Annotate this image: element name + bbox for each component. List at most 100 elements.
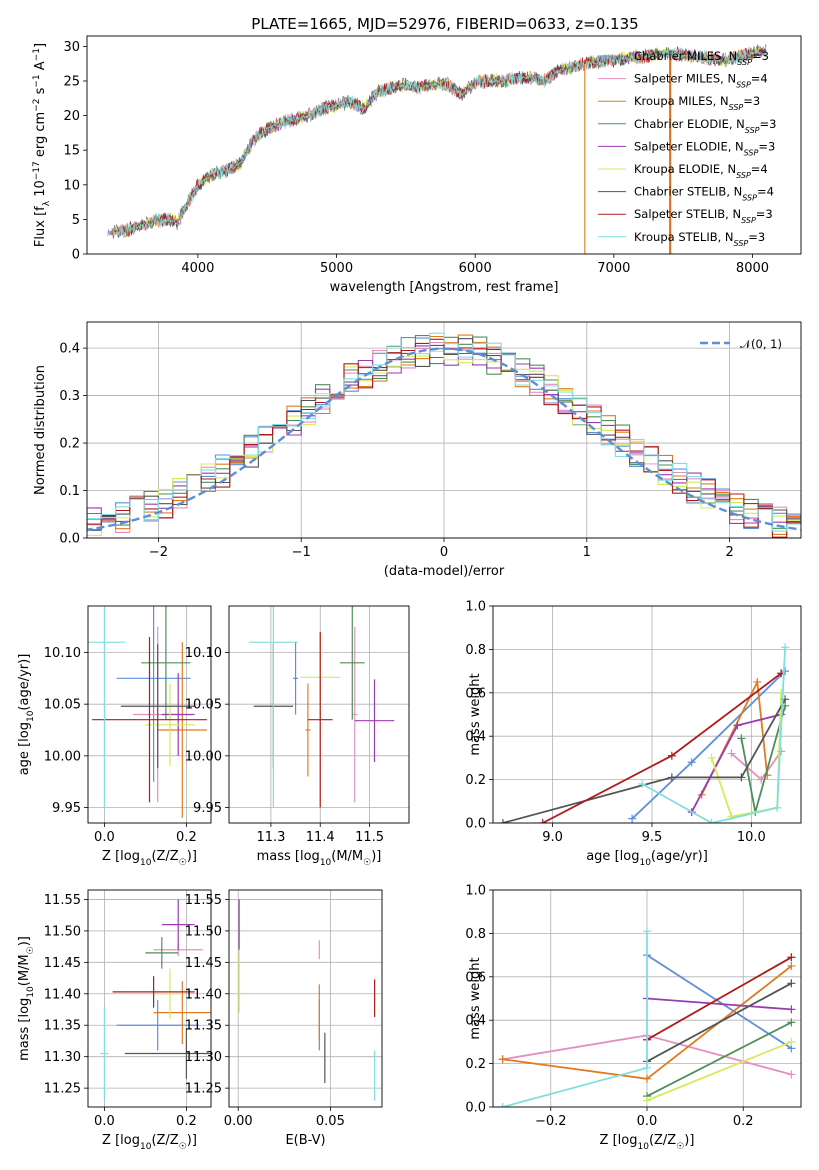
errorbar-point-kroupa-stelib (100, 1006, 109, 1101)
label-part: A (33, 61, 48, 74)
label-part: log (17, 998, 32, 1018)
weight-marker (787, 953, 796, 962)
y-axis-label: mass [log10(M/M☉)] (17, 936, 36, 1061)
legend-base: Kroupa STELIB, N (634, 230, 734, 244)
x-tick-label: 10.0 (737, 830, 766, 845)
errorbar-point-chabrier-stelib (120, 644, 195, 769)
weight-line (631, 670, 786, 820)
weight-series-kroupa-elodie (643, 1037, 796, 1105)
weight-marker (733, 721, 742, 730)
y-tick-label: 11.35 (185, 1019, 222, 1034)
spectrum-line-kroupa-stelib (116, 47, 761, 238)
axes-frame (87, 889, 212, 1108)
panel-residuals: −2 −1 0 1 2 0.0 0.1 0.2 0.3 0.4 (data-model)/error… (33, 321, 802, 579)
x-axis-label: E(B-V) (285, 1133, 325, 1148)
weight-series-salpeter-stelib (538, 669, 786, 823)
weight-marker (643, 1063, 651, 1072)
weight-series-kroupa-miles (498, 961, 796, 1083)
x-axis-label: Z [log10(Z/Z☉)] (102, 1133, 197, 1152)
label-part: (Z/Z (151, 849, 178, 864)
legend-count: =4 (757, 185, 774, 199)
legend-sub: SSP (741, 216, 756, 225)
label-part: log (300, 849, 320, 864)
label-part: 10 (26, 710, 36, 722)
label-part: (Z/Z (151, 1133, 178, 1148)
errorbar-point-chabrier-elodie (339, 606, 365, 720)
panel-age_vs_mass: 11.3 11.4 11.5 9.95 10.00 10.05 10.10 mass [log… (185, 605, 410, 868)
weight-marker (667, 751, 676, 760)
weight-marker (538, 819, 547, 823)
x-tick-label: 9.0 (542, 830, 563, 845)
label-part: ☉ (363, 858, 371, 868)
weight-marker (787, 1037, 796, 1046)
x-tick-label: 0.2 (176, 1114, 197, 1129)
x-tick-label: 11.4 (306, 830, 335, 845)
spectrum-line-salpeter-stelib (115, 46, 764, 237)
label-part: mass weight (468, 957, 483, 1039)
x-tick-label: −0.2 (535, 1114, 567, 1129)
y-tick-label: 0.1 (59, 484, 80, 499)
x-tick-label: 0.0 (94, 1114, 115, 1129)
y-tick-label: 0.4 (465, 730, 486, 745)
y-tick-label: 0.0 (59, 532, 80, 547)
y-tick-label: 11.35 (44, 1019, 81, 1034)
legend-sub: SSP (736, 80, 751, 89)
legend-base: Chabrier MILES, N (634, 49, 737, 63)
x-tick-label: 0.05 (316, 1114, 345, 1129)
label-part: E(B-V) (285, 1133, 325, 1148)
x-axis-label: Z [log10(Z/Z☉)] (102, 849, 197, 868)
label-part: ] (33, 43, 48, 48)
weight-line (646, 1021, 792, 1098)
label-part: ☉ (26, 946, 36, 954)
x-tick-label: 4000 (181, 261, 214, 276)
label-part: 10 (140, 858, 152, 868)
label-part: mass [ (257, 849, 300, 864)
weight-marker (707, 819, 716, 823)
legend-base: Chabrier ELODIE, N (634, 117, 745, 131)
x-tick-label: 11.5 (355, 830, 384, 845)
x-tick-label: 2 (725, 545, 733, 560)
weight-marker (787, 979, 796, 988)
legend-entry-kroupa-elodie: Kroupa ELODIE, NSSP=4 (634, 162, 768, 180)
label-part: −17 (32, 161, 42, 180)
x-tick-label: 0 (440, 545, 448, 560)
label-part: log (620, 849, 640, 864)
y-tick-label: 0.3 (59, 389, 80, 404)
y-tick-label: 11.45 (185, 956, 222, 971)
x-tick-label: −2 (149, 545, 168, 560)
label-part: Z [ (102, 849, 120, 864)
label-part: 10 (639, 858, 651, 868)
weight-series-chabrier-elodie (643, 1018, 796, 1101)
weight-marker (498, 1103, 507, 1107)
label-part: λ (42, 200, 52, 206)
label-part: log (17, 722, 32, 742)
label-part: 10 (320, 858, 332, 868)
weight-line (641, 647, 786, 823)
legend-entry-chabrier-stelib: Chabrier STELIB, NSSP=4 (634, 185, 774, 203)
panel-mass_weight_vs_Z: −0.2 0.0 0.2 0.0 0.2 0.4 0.6 0.8 1.0 Z [log10(Z/Z… (465, 884, 802, 1152)
weight-marker (707, 753, 716, 762)
y-tick-label: 0.2 (59, 437, 80, 452)
errorbar-point-salpeter-elodie (354, 679, 395, 763)
x-tick-label: 9.5 (642, 830, 663, 845)
label-part: )] (17, 936, 32, 946)
label-part: ☉ (676, 1142, 684, 1152)
y-tick-label: 0.2 (465, 1057, 486, 1072)
errorbar-point-kroupa-miles (157, 642, 207, 818)
errorbar-point-salpeter-stelib (112, 976, 195, 1008)
panel-spectrum: 4000 5000 6000 7000 8000 0 5 10 15 20 25 30 waveleng… (32, 35, 802, 295)
x-axis-label: Z [log10(Z/Z☉)] (600, 1133, 695, 1152)
legend-count: =3 (758, 139, 775, 153)
y-tick-label: 10.00 (44, 749, 81, 764)
y-tick-label: 0.8 (465, 927, 486, 942)
plot-area (87, 332, 801, 538)
legend-sub: SSP (737, 58, 752, 67)
y-tick-label: 11.25 (185, 1082, 222, 1097)
legend-entry-chabrier-elodie: Chabrier ELODIE, NSSP=3 (634, 117, 776, 135)
axes-frame (492, 605, 802, 824)
label-part: −2 (32, 99, 42, 112)
label-part: −1 (32, 74, 42, 87)
x-tick-label: 0.0 (94, 830, 115, 845)
